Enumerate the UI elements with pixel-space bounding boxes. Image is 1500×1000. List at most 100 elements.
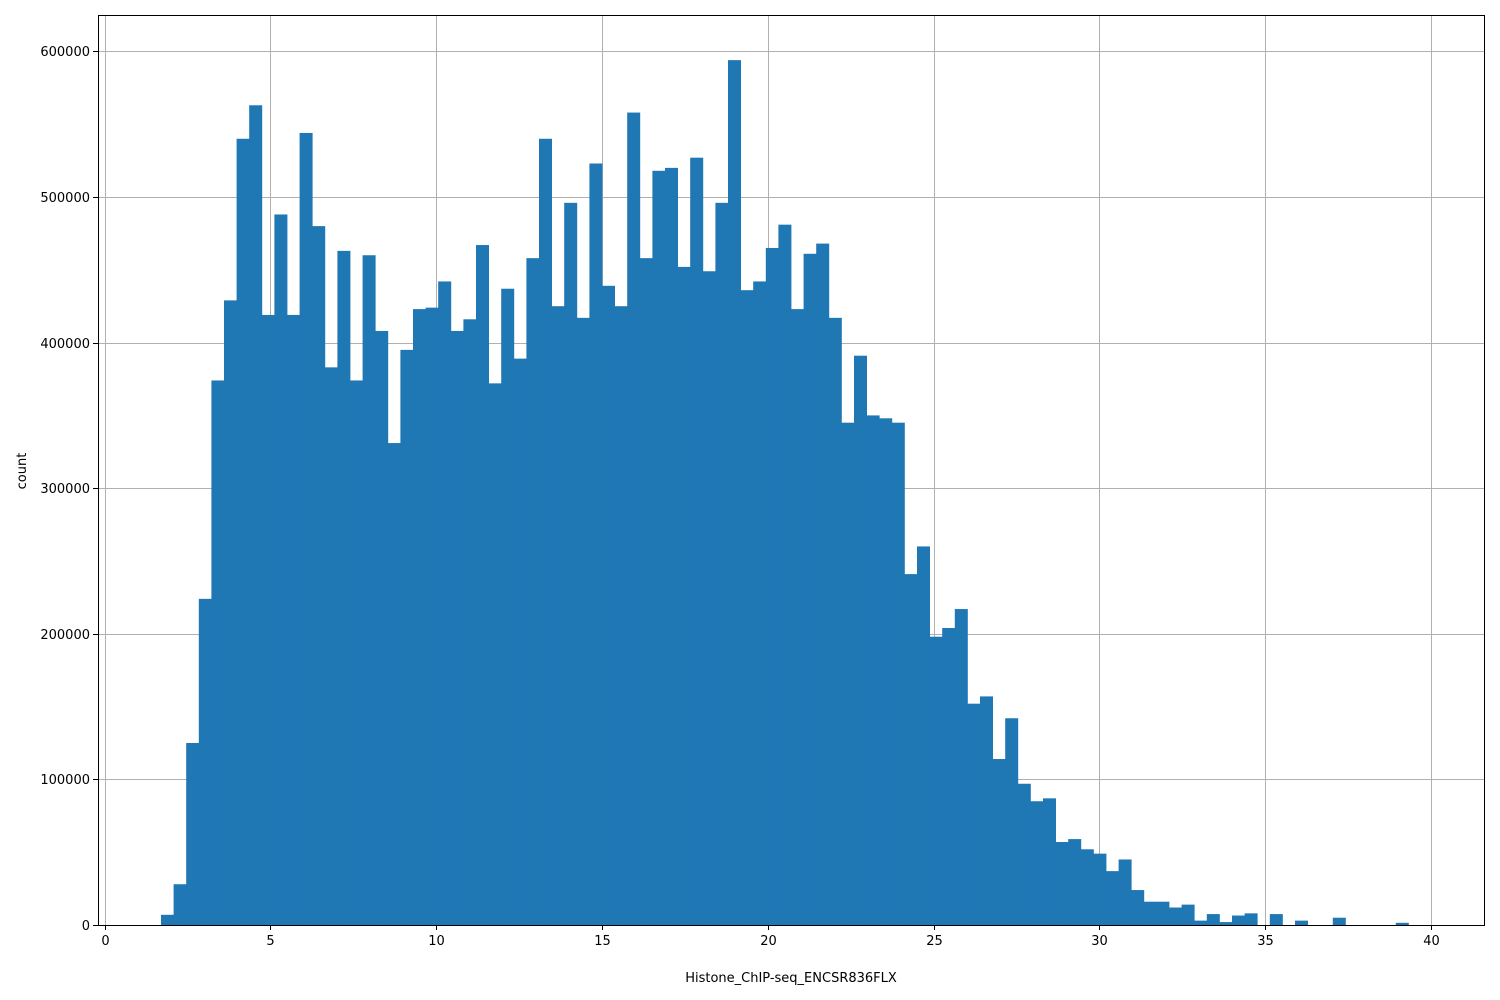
histogram-bar	[249, 105, 263, 926]
histogram-bar	[299, 132, 313, 925]
histogram-bar	[929, 636, 943, 925]
histogram-bar	[450, 330, 464, 925]
histogram-bar	[627, 112, 641, 925]
histogram-bar	[526, 258, 540, 926]
y-axis-label: count	[15, 453, 30, 490]
histogram-bar	[1232, 915, 1245, 925]
histogram-bar	[1143, 901, 1157, 925]
histogram-bar	[917, 546, 930, 925]
histogram-bar	[879, 418, 893, 925]
histogram-bar	[425, 307, 439, 925]
x-tick-label: 5	[266, 934, 274, 949]
histogram-bar	[1219, 922, 1233, 925]
histogram-bar	[198, 598, 212, 925]
histogram-bar	[173, 884, 187, 925]
histogram-bar	[1118, 859, 1132, 925]
histogram-bar	[828, 317, 842, 925]
histogram-bar	[753, 281, 767, 925]
histogram-bar	[841, 422, 855, 925]
histogram-bar	[261, 314, 275, 925]
histogram-bar	[186, 743, 200, 925]
histogram-bar	[740, 290, 754, 926]
histogram-bar	[438, 281, 452, 925]
histogram-bar	[274, 214, 288, 926]
histogram-bar	[602, 285, 615, 925]
y-tick-label: 200000	[40, 628, 90, 643]
histogram-bar	[614, 306, 628, 925]
y-tick-label: 100000	[40, 773, 90, 788]
histogram-bar	[1005, 718, 1019, 925]
y-tick-label: 600000	[40, 45, 90, 60]
histogram-bar	[1068, 839, 1082, 925]
histogram-bar	[690, 157, 704, 926]
x-tick-label: 35	[1257, 934, 1274, 949]
histogram-bar	[564, 202, 578, 926]
histogram-bar	[236, 138, 250, 925]
histogram-bars	[161, 60, 1409, 926]
histogram-bar	[639, 258, 653, 926]
histogram-bar	[576, 317, 590, 925]
histogram-bar	[665, 167, 678, 925]
histogram-bar	[1244, 913, 1258, 925]
histogram-bar	[942, 627, 956, 925]
histogram-bar	[816, 243, 830, 926]
x-tick-label: 15	[594, 934, 611, 949]
histogram-bar	[413, 309, 426, 925]
histogram-bar	[488, 383, 502, 925]
histogram-bar	[387, 443, 401, 925]
histogram-bar	[1080, 849, 1094, 925]
histogram-bar	[778, 224, 792, 925]
histogram-bar	[350, 380, 363, 925]
histogram-bar	[791, 309, 804, 925]
histogram-bar	[992, 759, 1006, 925]
histogram-bar	[337, 250, 351, 925]
x-axis-ticks: 0 5 10 15 20 25 30 35 40	[101, 925, 1440, 949]
y-axis-ticks: 0 100000 200000 300000 400000 500000 600000	[40, 45, 98, 934]
histogram-bar	[715, 202, 729, 926]
y-tick-label: 500000	[40, 191, 90, 206]
histogram-bar	[854, 355, 867, 926]
x-tick-label: 30	[1091, 934, 1108, 949]
plot-frame	[98, 15, 1485, 926]
histogram-bar	[1131, 890, 1145, 925]
histogram-bar	[324, 367, 338, 925]
histogram-bar	[476, 245, 489, 926]
histogram-bar	[652, 170, 666, 926]
y-tick-label: 300000	[40, 482, 90, 497]
histogram-bar	[803, 253, 817, 925]
x-tick-label: 25	[926, 934, 943, 949]
histogram-bar	[866, 415, 880, 925]
histogram-bar	[954, 609, 968, 925]
histogram-bar	[400, 349, 414, 925]
histogram-bar	[463, 319, 477, 926]
histogram-bar	[513, 358, 527, 926]
histogram-bar	[1030, 801, 1044, 925]
histogram-bar	[1395, 922, 1409, 925]
histogram-bar	[551, 306, 565, 925]
histogram-bar	[1156, 901, 1170, 925]
histogram-bar	[1295, 920, 1308, 925]
histogram-bar	[1169, 907, 1182, 925]
histogram-bar	[1017, 783, 1031, 925]
histogram-bar	[1206, 914, 1220, 925]
histogram-bar	[1332, 917, 1346, 925]
histogram-bar	[702, 271, 716, 926]
histogram-bar	[501, 288, 515, 925]
histogram-bar	[211, 380, 225, 925]
histogram-bar	[312, 226, 326, 925]
histogram-bar	[891, 422, 905, 925]
histogram-bar	[765, 247, 779, 925]
histogram-bar	[677, 266, 691, 925]
histogram-bar	[1106, 871, 1119, 925]
histogram-bar	[362, 255, 376, 926]
histogram-bar	[980, 696, 993, 925]
histogram-bar	[967, 703, 981, 925]
y-tick-label: 400000	[40, 337, 90, 352]
histogram-bar	[161, 914, 174, 925]
histogram-bar	[1043, 798, 1056, 925]
histogram-bar	[904, 574, 918, 925]
histogram-bar	[1181, 904, 1195, 925]
histogram-bar	[589, 163, 603, 926]
histogram-bar	[1269, 914, 1283, 925]
